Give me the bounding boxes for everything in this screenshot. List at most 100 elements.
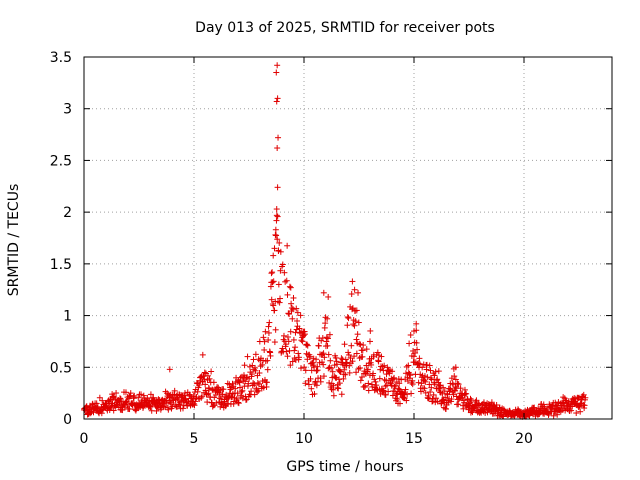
data-point: [272, 226, 279, 233]
data-point: [344, 322, 351, 329]
data-point: [349, 278, 356, 285]
data-point: [245, 380, 252, 387]
data-point: [263, 379, 270, 386]
data-point: [336, 380, 343, 387]
data-point: [238, 388, 245, 395]
plot-frame: [83, 56, 613, 420]
data-point: [371, 376, 378, 383]
data-point: [407, 372, 414, 379]
data-point: [290, 336, 297, 343]
data-point: [428, 376, 435, 383]
data-point: [180, 405, 186, 412]
data-point: [314, 367, 321, 374]
data-point: [264, 366, 271, 373]
data-point: [271, 245, 278, 252]
data-point: [166, 366, 173, 373]
data-point: [283, 277, 290, 284]
data-point: [284, 291, 291, 298]
data-point: [317, 378, 324, 385]
data-point: [344, 314, 351, 321]
data-point: [267, 352, 274, 359]
data-point: [326, 379, 333, 386]
data-point: [343, 359, 350, 366]
data-point: [422, 378, 429, 385]
data-point: [353, 369, 360, 376]
data-point: [394, 390, 401, 397]
data-point: [252, 351, 259, 358]
data-point: [573, 410, 580, 417]
data-point: [131, 392, 138, 399]
data-point: [325, 293, 332, 300]
data-point: [365, 387, 372, 394]
data-point: [376, 375, 383, 382]
data-point: [362, 382, 369, 389]
data-point: [324, 315, 331, 322]
data-point: [265, 323, 272, 330]
data-point: [117, 395, 124, 402]
data-point: [354, 331, 361, 338]
data-point: [457, 385, 464, 392]
data-point: [226, 381, 233, 388]
data-point: [99, 397, 106, 404]
y-tick-label: 2: [63, 205, 72, 221]
data-point: [480, 399, 487, 406]
data-point: [410, 353, 417, 360]
data-point: [192, 398, 199, 405]
data-point: [452, 364, 459, 371]
data-point: [259, 361, 266, 368]
data-point: [326, 364, 333, 371]
data-point: [308, 385, 315, 392]
data-point: [313, 367, 320, 374]
data-point: [294, 317, 301, 324]
data-point: [274, 95, 281, 102]
data-point: [435, 368, 442, 375]
data-point: [394, 396, 401, 403]
data-point: [304, 342, 311, 349]
data-point: [204, 372, 211, 379]
data-point: [359, 353, 366, 360]
data-point: [455, 381, 462, 388]
data-point: [282, 341, 289, 348]
data-point: [268, 296, 275, 303]
data-point: [260, 334, 267, 341]
data-point: [463, 390, 470, 397]
data-point: [288, 300, 295, 307]
data-point: [397, 400, 404, 407]
data-point: [268, 270, 275, 277]
data-point: [451, 373, 458, 380]
data-point: [307, 353, 314, 360]
data-point: [582, 394, 589, 401]
data-point: [299, 338, 306, 345]
data-point: [414, 346, 421, 353]
data-point: [273, 98, 280, 105]
data-point: [576, 403, 583, 410]
data-point: [377, 366, 384, 373]
data-point: [351, 353, 358, 360]
data-point: [347, 355, 354, 362]
data-point: [261, 338, 268, 345]
data-point: [374, 349, 381, 356]
data-point: [201, 369, 208, 376]
data-point: [110, 407, 117, 414]
data-point: [355, 319, 362, 326]
data-point: [348, 290, 355, 297]
data-point: [336, 367, 343, 374]
data-point: [402, 370, 409, 377]
data-point: [296, 354, 303, 361]
data-point: [351, 322, 358, 329]
data-point: [356, 340, 363, 347]
data-point: [271, 307, 278, 314]
data-point: [426, 381, 433, 388]
data-point: [391, 374, 398, 381]
data-point: [275, 134, 282, 141]
data-point: [323, 334, 330, 341]
data-point: [313, 356, 320, 363]
data-point: [293, 305, 300, 312]
data-point: [232, 385, 239, 392]
data-point: [118, 397, 125, 404]
data-point: [448, 396, 455, 403]
data-point: [431, 372, 438, 379]
data-point: [372, 378, 379, 385]
data-point: [273, 206, 280, 213]
